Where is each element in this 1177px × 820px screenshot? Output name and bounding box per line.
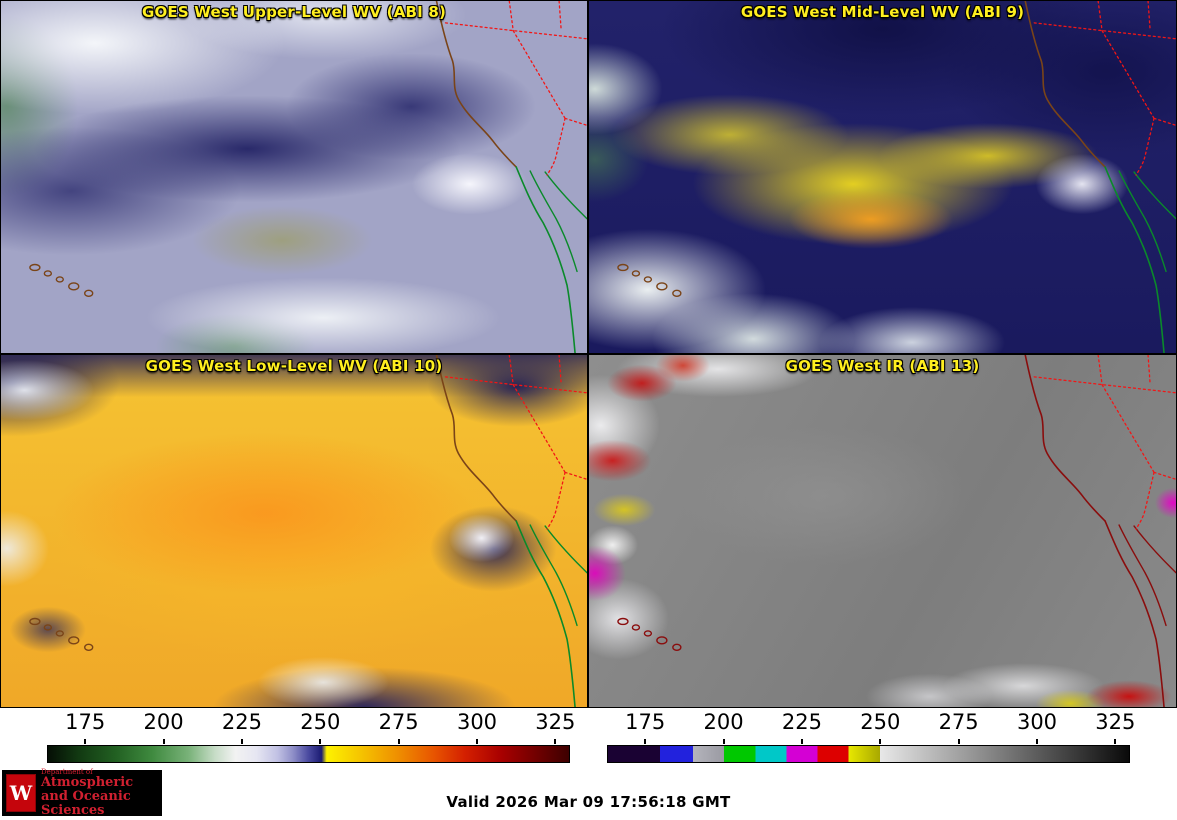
tick-label: 300 — [456, 710, 498, 734]
map-boundaries-overlay — [29, 1, 587, 353]
tick-mark — [800, 739, 803, 744]
valid-time-label: Valid 2026 Mar 09 17:56:18 GMT — [446, 793, 731, 811]
ir-colorbar-strip — [607, 745, 1130, 763]
tick-label: 325 — [1095, 710, 1136, 734]
panel-low-level-wv: GOES West Low-Level WV (ABI 10) — [0, 354, 588, 708]
wv-colorbar-group: 175 200 225 250 275 300 325 — [0, 708, 588, 768]
satellite-panel-grid: GOES West Upper-Level WV (ABI 8) GOES We… — [0, 0, 1177, 708]
logo-oceanic-line: and Oceanic Sciences — [41, 788, 131, 818]
tick-label: 275 — [378, 710, 419, 734]
map-boundaries-overlay — [29, 355, 587, 707]
tick-mark — [1036, 739, 1038, 744]
tick-label: 200 — [143, 710, 184, 734]
tick-mark — [722, 739, 725, 744]
tick-mark — [84, 739, 87, 744]
tick-mark — [319, 739, 322, 744]
tick-mark — [162, 739, 165, 744]
tick-label: 225 — [781, 710, 822, 734]
panel-title-mid-wv: GOES West Mid-Level WV (ABI 9) — [740, 3, 1025, 21]
uw-aos-logo: W Department of Atmospheric and Oceanic … — [2, 767, 162, 818]
tick-label: 175 — [625, 710, 666, 734]
tick-mark — [240, 739, 243, 744]
tick-mark — [957, 739, 960, 744]
tick-label: 175 — [65, 710, 106, 734]
logo-atmospheric-line: Atmospheric — [41, 775, 134, 791]
map-boundaries-overlay — [617, 355, 1176, 707]
colorbar-row: 175 200 225 250 275 300 325 175 200 225 … — [0, 708, 1177, 768]
wv-colorbar-scale: 175 200 225 250 275 300 325 — [47, 708, 575, 768]
tick-mark — [879, 739, 882, 744]
tick-label: 275 — [938, 710, 979, 734]
panel-mid-level-wv: GOES West Mid-Level WV (ABI 9) — [588, 0, 1177, 354]
ir-colorbar-scale: 175 200 225 250 275 300 325 — [607, 708, 1135, 768]
uw-crest-icon: W — [6, 774, 36, 812]
tick-label: 300 — [1016, 710, 1058, 734]
footer: W Department of Atmospheric and Oceanic … — [0, 768, 1177, 820]
tick-mark — [554, 739, 557, 744]
panel-title-upper-wv: GOES West Upper-Level WV (ABI 8) — [141, 3, 447, 21]
tick-mark — [1114, 739, 1117, 744]
tick-mark — [397, 739, 400, 744]
tick-label: 325 — [535, 710, 576, 734]
ir-colorbar-group: 175 200 225 250 275 300 325 — [588, 708, 1177, 768]
tick-label: 250 — [860, 710, 901, 734]
tick-mark — [476, 739, 478, 744]
map-boundaries-overlay — [617, 1, 1176, 353]
logo-dept-line: Department of — [41, 767, 93, 776]
tick-label: 225 — [221, 710, 262, 734]
crest-letter: W — [9, 781, 33, 805]
wv-colorbar-strip — [47, 745, 570, 763]
panel-ir: GOES West IR (ABI 13) — [588, 354, 1177, 708]
tick-label: 250 — [300, 710, 341, 734]
panel-title-low-wv: GOES West Low-Level WV (ABI 10) — [145, 357, 443, 375]
tick-label: 200 — [703, 710, 744, 734]
tick-mark — [644, 739, 647, 744]
panel-title-ir: GOES West IR (ABI 13) — [785, 357, 980, 375]
logo-text: Department of Atmospheric and Oceanic Sc… — [41, 767, 158, 818]
panel-upper-level-wv: GOES West Upper-Level WV (ABI 8) — [0, 0, 588, 354]
